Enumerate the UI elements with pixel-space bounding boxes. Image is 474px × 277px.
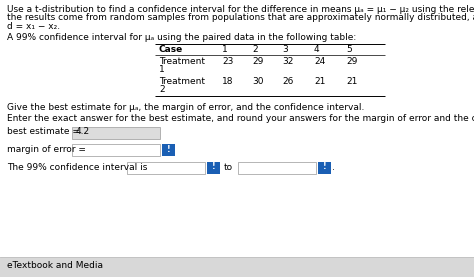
Text: d = x₁ − x₂.: d = x₁ − x₂. (7, 22, 60, 31)
Text: 24: 24 (314, 57, 325, 65)
Text: 21: 21 (314, 76, 325, 86)
Text: 3: 3 (282, 45, 288, 54)
Text: Give the best estimate for μₐ, the margin of error, and the confidence interval.: Give the best estimate for μₐ, the margi… (7, 104, 365, 112)
Text: Case: Case (159, 45, 183, 54)
Text: to: to (224, 163, 233, 171)
Text: !: ! (167, 145, 170, 153)
Text: 1: 1 (222, 45, 228, 54)
Text: .: . (332, 163, 335, 171)
Text: 18: 18 (222, 76, 234, 86)
Bar (162, 144, 175, 156)
Text: 2: 2 (159, 85, 164, 94)
Text: A 99% confidence interval for μₐ using the paired data in the following table:: A 99% confidence interval for μₐ using t… (7, 34, 356, 42)
Text: 32: 32 (282, 57, 293, 65)
Bar (0, 257, 474, 277)
Bar (238, 161, 316, 173)
Text: 30: 30 (252, 76, 264, 86)
Text: Enter the exact answer for the best estimate, and round your answers for the mar: Enter the exact answer for the best esti… (7, 114, 474, 123)
Text: !: ! (323, 162, 326, 171)
Text: 5: 5 (346, 45, 352, 54)
Text: The 99% confidence interval is: The 99% confidence interval is (7, 163, 147, 171)
Text: best estimate =: best estimate = (7, 127, 80, 137)
Bar (72, 144, 160, 156)
Text: 21: 21 (346, 76, 357, 86)
Text: Treatment: Treatment (159, 76, 205, 86)
Bar (72, 127, 160, 138)
Text: Use a t-distribution to find a confidence interval for the difference in means μ: Use a t-distribution to find a confidenc… (7, 5, 474, 14)
Bar (207, 161, 220, 173)
Text: 2: 2 (252, 45, 258, 54)
Text: 4: 4 (314, 45, 319, 54)
Text: 23: 23 (222, 57, 233, 65)
Text: 29: 29 (346, 57, 357, 65)
Text: !: ! (212, 162, 215, 171)
Text: margin of error =: margin of error = (7, 145, 86, 154)
Text: 4.2: 4.2 (76, 127, 90, 137)
Text: 29: 29 (252, 57, 264, 65)
Bar (318, 161, 331, 173)
Text: 26: 26 (282, 76, 293, 86)
Text: Treatment: Treatment (159, 57, 205, 65)
Text: 1: 1 (159, 65, 165, 74)
Bar (127, 161, 205, 173)
Text: the results come from random samples from populations that are approximately nor: the results come from random samples fro… (7, 14, 474, 22)
Text: eTextbook and Media: eTextbook and Media (7, 261, 103, 270)
